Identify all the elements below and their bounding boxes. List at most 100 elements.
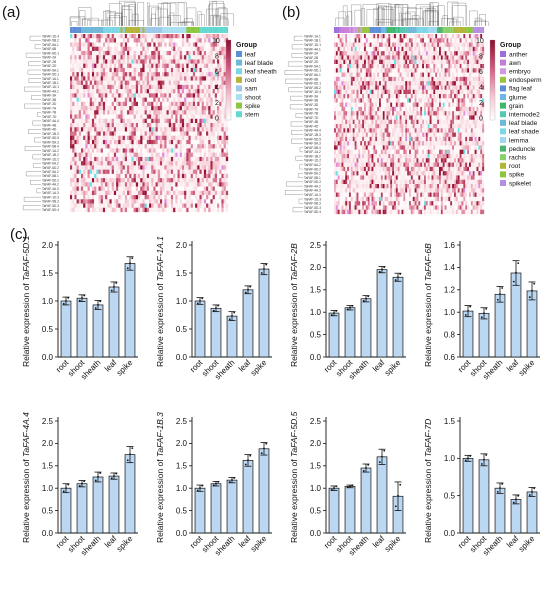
gene-label: TaFAF-5B.1 — [42, 174, 59, 178]
gene-label: TaFAF-4A.2 — [42, 183, 59, 187]
gene-label: TaFAF-5D.2 — [42, 178, 59, 182]
gene-label: TaFAF-4A.1 — [304, 47, 321, 51]
bar — [376, 269, 388, 358]
gene-label: TaFAF-6A.2 — [42, 162, 59, 166]
y-tick-label: 1.5 — [42, 269, 54, 278]
group-legend-label: shoot — [245, 94, 261, 101]
gene-label: TaFAF-6D.1 — [304, 82, 321, 86]
y-tick-label: 1.0 — [444, 454, 456, 463]
replicate-point — [99, 472, 102, 474]
bar — [478, 459, 490, 534]
replicate-point — [335, 485, 338, 488]
bar — [478, 312, 490, 358]
gene-label: TaFAF-5D.5 — [42, 136, 59, 140]
legend-swatch — [236, 76, 242, 83]
scale-tick-label: 2 — [479, 100, 483, 107]
gene-label: TaFAF-5D.4 — [304, 210, 321, 214]
replicate-point — [67, 483, 70, 486]
scale-tick-label: 10 — [212, 38, 220, 45]
group-legend-label: stem — [245, 112, 259, 119]
y-tick-label: 1.5 — [310, 286, 322, 295]
gene-label: TaFAF-4B — [304, 120, 318, 124]
replicate-point — [383, 266, 386, 269]
replicate-point — [65, 299, 67, 302]
gene-label: TaFAF-1B.3 — [42, 132, 59, 136]
y-tick-label: 1.2 — [444, 286, 456, 295]
replicate-point — [126, 267, 129, 270]
replicate-point — [199, 299, 201, 302]
gene-label: TaFAF-6D.1 — [42, 51, 59, 55]
legend-swatch — [500, 137, 506, 143]
gene-label: TaFAF-7B — [42, 111, 56, 115]
y-tick-label: 1.5 — [176, 269, 188, 278]
replicate-point — [335, 310, 338, 312]
y-tick-label: 2.5 — [310, 417, 322, 426]
replicate-point — [78, 299, 81, 302]
gene-label: TaFAF-6A.1 — [42, 43, 59, 47]
bar — [210, 483, 222, 534]
group-legend-label: sam — [245, 86, 257, 93]
x-tick-label: spike — [115, 534, 135, 554]
replicate-point — [480, 463, 483, 465]
replicate-point — [469, 455, 472, 457]
replicate-point — [333, 487, 335, 490]
x-tick-label: spike — [517, 534, 537, 554]
replicate-point — [131, 447, 134, 450]
y-axis-label: Relative expression of TaFAF-1A.1 — [155, 236, 165, 367]
replicate-point — [346, 486, 349, 489]
y-tick-label: 2.5 — [310, 241, 322, 250]
replicate-point — [496, 490, 499, 493]
gene-label: TaFAF-1A.2 — [304, 150, 321, 154]
group-legend-title: Group — [500, 42, 521, 49]
gene-label: TaFAF-5D.3 — [42, 204, 59, 208]
gene-label: TaFAF-2A — [42, 56, 57, 60]
y-tick-label: 2.0 — [42, 241, 54, 250]
replicate-point — [94, 307, 97, 309]
group-legend-title: Group — [236, 42, 257, 49]
gene-label: TaFAF-2B — [304, 56, 318, 60]
gene-label: TaFAF-5B.2 — [304, 86, 321, 90]
column-dendrogram — [69, 0, 234, 26]
bar — [344, 307, 356, 358]
y-axis-label: Relative expression of TaFAF-2B — [289, 243, 299, 367]
replicate-point — [365, 297, 367, 300]
group-legend-label: awn — [509, 60, 521, 67]
bar — [76, 297, 88, 358]
replicate-point — [265, 442, 268, 445]
replicate-point — [483, 312, 485, 314]
replicate-point — [528, 494, 531, 496]
replicate-point — [62, 490, 65, 493]
color-scale: 10 8 6 4 2 0 — [476, 38, 496, 123]
y-tick-label: 0.0 — [310, 353, 322, 362]
legend-swatch — [500, 180, 506, 186]
group-legend-label: lemma — [509, 137, 529, 144]
gene-label: TaFAF-5A.1 — [304, 64, 321, 68]
gene-label: TaFAF-4B — [42, 123, 56, 127]
legend-swatch — [236, 111, 242, 118]
replicate-point — [483, 458, 485, 461]
y-tick-label: 1.0 — [444, 308, 456, 317]
y-tick-label: 0.5 — [310, 330, 322, 339]
replicate-point — [378, 270, 381, 273]
bar-chart-tafaf-7d: Relative expression of TaFAF-7D 0.0 0.5 1.0… — [423, 417, 540, 557]
replicate-point — [115, 472, 118, 475]
replicate-point — [231, 315, 233, 317]
replicate-point — [533, 282, 536, 285]
gene-label: TaFAF-5B.1 — [304, 176, 321, 180]
replicate-point — [201, 484, 204, 487]
legend-swatch — [236, 102, 242, 109]
gene-label: TaFAF-7A — [304, 107, 319, 111]
gene-label: TaFAF-4A.3 — [42, 187, 59, 191]
replicate-point — [249, 285, 252, 288]
gene-label: TaFAF-4A.3 — [304, 189, 321, 193]
gene-label: TaFAF-3D — [42, 102, 57, 106]
legend-swatch — [236, 51, 242, 57]
gene-label: TaFAF-1B.3 — [304, 133, 321, 137]
y-tick-label: 2.0 — [310, 263, 322, 272]
replicate-point — [81, 482, 83, 485]
replicate-point — [397, 494, 399, 497]
y-tick-label: 1.5 — [42, 462, 54, 471]
replicate-point — [351, 484, 354, 487]
gene-label: TaFAF-5D.3 — [304, 206, 321, 210]
